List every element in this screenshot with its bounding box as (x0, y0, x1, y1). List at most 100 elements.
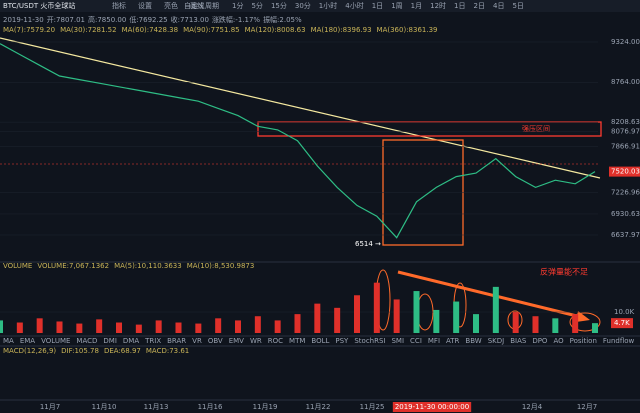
indicator-tab[interactable]: OBV (208, 337, 223, 345)
date-label: 2019-11-30 00:00:00 (395, 403, 469, 411)
volume-bar (373, 282, 380, 333)
period-tab[interactable]: 1月 (411, 2, 422, 10)
indicator-tab[interactable]: Fundflow (603, 337, 635, 345)
volume-bar (532, 316, 539, 333)
ohlc-info: 2019-11-30 (3, 16, 44, 24)
volume-bar (36, 318, 43, 333)
period-tab[interactable]: 5日 (512, 2, 523, 10)
volume-bar (16, 322, 23, 333)
price-tick-label: 8076.97 (611, 128, 640, 136)
symbol[interactable]: BTC/USDT 火币全球站 (3, 1, 75, 10)
price-tick-label: 9324.00 (611, 38, 640, 46)
price-tick-label: 7226.96 (611, 189, 640, 197)
toolbar-item[interactable]: 设置 (138, 1, 152, 10)
volume-current-label: 4.7K (614, 319, 630, 327)
period-tab[interactable]: 1小时 (319, 1, 337, 10)
indicator-tab[interactable]: PSY (335, 337, 349, 345)
indicator-tab[interactable]: VOLUME (41, 337, 70, 345)
period-tab[interactable]: 30分 (295, 1, 311, 10)
volume-bar (175, 322, 182, 333)
indicator-tab[interactable]: EMV (229, 337, 244, 345)
period-tab[interactable]: 4日 (493, 2, 504, 10)
price-tick-label: 7866.91 (611, 143, 640, 151)
volume-bar (433, 309, 440, 333)
period-tab[interactable]: 1日 (372, 2, 383, 10)
indicator-tab[interactable]: BIAS (510, 337, 527, 345)
current-price-label: 7520.03 (611, 168, 640, 176)
date-label: 12月7 (577, 403, 597, 411)
ohlc-info: 低:7692.25 (129, 15, 167, 24)
period-tab[interactable]: 2日 (474, 2, 485, 10)
macd-info: MACD(12,26,9) (3, 347, 56, 355)
trend-arrow (397, 270, 586, 320)
period-tab[interactable]: 1日 (454, 2, 465, 10)
volume-highlight (569, 312, 601, 332)
volume-bar (334, 307, 341, 333)
indicator-tab[interactable]: WR (250, 337, 262, 345)
volume-info: MA(10):8,530.9873 (187, 262, 255, 270)
volume-bar (96, 319, 103, 333)
volume-bar (512, 312, 519, 333)
indicator-tab[interactable]: BOLL (311, 337, 329, 345)
ma-info: MA(360):8361.39 (377, 26, 438, 34)
indicator-tab[interactable]: ATR (446, 337, 460, 345)
volume-bar (393, 299, 400, 333)
indicator-tab[interactable]: SMI (391, 337, 404, 345)
macd-info: MACD:73.61 (146, 347, 189, 355)
date-label: 12月4 (522, 403, 543, 411)
date-label: 11月13 (144, 403, 169, 411)
volume-note: 反弹量能不足 (540, 267, 588, 277)
date-label: 11月16 (198, 403, 223, 411)
period-tab[interactable]: 12时 (430, 1, 446, 10)
indicator-tab[interactable]: BRAR (167, 337, 186, 345)
volume-bar (116, 322, 122, 333)
indicator-tab[interactable]: EMA (20, 337, 35, 345)
ohlc-info: 开:7807.01 (47, 16, 85, 24)
volume-bar (254, 316, 261, 333)
period-tab[interactable]: 4小时 (345, 1, 363, 10)
indicator-tab[interactable]: BBW (465, 337, 481, 345)
indicator-tab[interactable]: DMA (123, 337, 139, 345)
toolbar-item[interactable]: 指标 (112, 1, 126, 10)
volume-bar (572, 314, 579, 333)
low-label: 6514 → (355, 240, 381, 248)
volume-current-box (611, 318, 633, 329)
ma-info: MA(90):7751.85 (183, 26, 240, 34)
volume-bar (413, 291, 420, 333)
indicator-tab[interactable]: MFI (428, 337, 440, 345)
toolbar-item[interactable]: 亮色 (164, 1, 178, 10)
indicator-tab[interactable]: Position (570, 337, 597, 345)
indicator-tab[interactable]: ROC (268, 337, 283, 345)
indicator-tab[interactable]: StochRSI (354, 337, 385, 345)
ma-info: MA(180):8396.93 (311, 26, 372, 34)
period-tab[interactable]: 1周 (391, 2, 402, 10)
indicator-tab[interactable]: SKDJ (488, 337, 505, 345)
ma-info: MA(60):7428.38 (122, 26, 179, 34)
indicator-tab[interactable]: MA (3, 337, 14, 345)
indicator-tab[interactable]: TRIX (144, 337, 161, 345)
ohlc-info: 涨跌幅:-1.17% (212, 15, 260, 24)
custom-period[interactable]: 自定义周期 (184, 1, 219, 10)
date-label: 11月7 (40, 403, 60, 411)
current-price-box (609, 166, 640, 177)
indicator-tab[interactable]: MACD (76, 337, 97, 345)
toolbar-item[interactable]: 画线 (190, 1, 204, 10)
indicator-tab[interactable]: MTM (289, 337, 305, 345)
indicator-tab[interactable]: DPO (532, 337, 548, 345)
volume-bar (195, 323, 202, 333)
volume-info: MA(5):10,110.3633 (114, 262, 182, 270)
macd-info: DIF:105.78 (61, 347, 99, 355)
arrow-head (576, 311, 590, 322)
indicator-tab[interactable]: VR (192, 337, 202, 345)
volume-bar (294, 314, 301, 333)
period-tab[interactable]: 5分 (251, 1, 262, 10)
indicator-tab[interactable]: CCI (410, 337, 422, 345)
period-tab[interactable]: 15分 (271, 1, 287, 10)
indicator-tab[interactable]: DMI (103, 337, 117, 345)
indicator-tab[interactable]: AO (553, 337, 564, 345)
resistance-label: 强压区间 (522, 125, 550, 133)
period-tab[interactable]: 1分 (232, 1, 243, 10)
